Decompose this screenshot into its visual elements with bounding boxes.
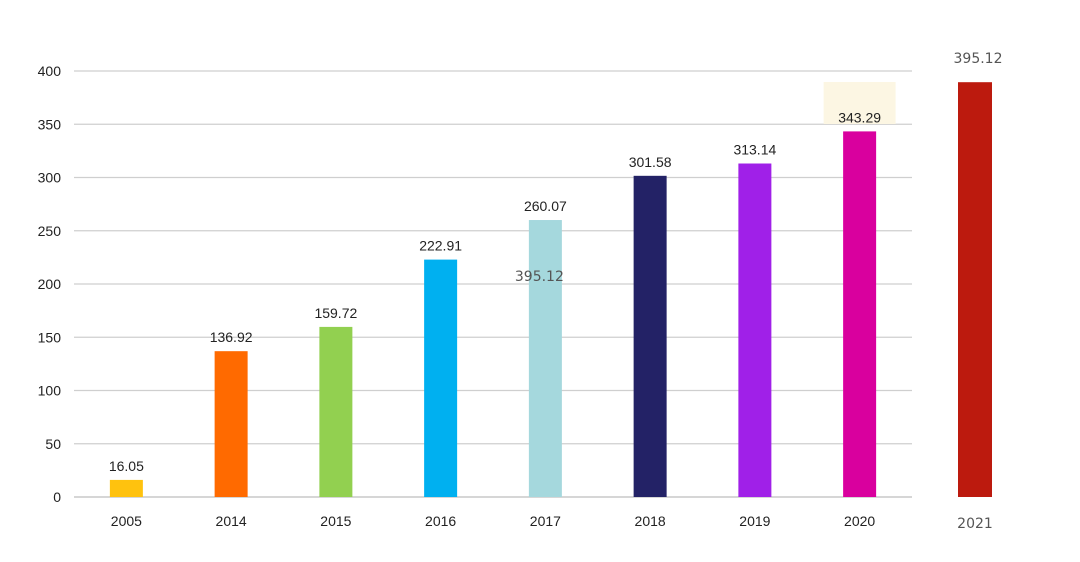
y-axis: 0 50 100 150 200 250 300 350 400 xyxy=(38,63,62,505)
bar-2005 xyxy=(109,479,143,497)
data-label-2017: 260.07 xyxy=(524,198,567,214)
bar-2020 xyxy=(843,131,877,497)
data-label-2005: 16.05 xyxy=(109,458,144,474)
highlight-band xyxy=(823,82,896,124)
y-tick-label: 200 xyxy=(38,276,62,292)
y-tick-label: 0 xyxy=(53,489,61,505)
bar-2018 xyxy=(633,175,667,497)
extra-bar-group: 395.12 2021 xyxy=(954,51,1003,532)
data-label-2016: 222.91 xyxy=(419,238,462,254)
data-label-2015: 159.72 xyxy=(314,305,357,321)
x-tick-label-2016: 2016 xyxy=(425,513,456,529)
y-tick-label: 50 xyxy=(45,436,61,452)
data-label-2020: 343.29 xyxy=(838,109,881,125)
bar-2015 xyxy=(319,326,353,497)
x-tick-label-2005: 2005 xyxy=(111,513,142,529)
highlight-layer xyxy=(823,82,896,124)
overlay-label: 395.12 xyxy=(515,269,564,285)
x-axis: 2005 2014 2015 2016 2017 2018 2019 2020 xyxy=(111,513,876,529)
bars xyxy=(109,131,877,497)
bar-2019 xyxy=(738,163,772,497)
bar-2021 xyxy=(958,82,992,497)
data-label-2019: 313.14 xyxy=(733,142,776,158)
y-tick-label: 400 xyxy=(38,63,62,79)
data-label-2018: 301.58 xyxy=(629,154,672,170)
y-tick-label: 150 xyxy=(38,329,62,345)
x-tick-label-2020: 2020 xyxy=(844,513,875,529)
bar-2016 xyxy=(424,259,458,497)
x-tick-label-2015: 2015 xyxy=(320,513,351,529)
x-tick-label-2014: 2014 xyxy=(216,513,247,529)
x-tick-label-2018: 2018 xyxy=(635,513,666,529)
data-labels: 16.05 136.92 159.72 222.91 260.07 301.58 313.1… xyxy=(109,109,881,474)
overlay-layer: 395.12 xyxy=(515,269,564,285)
x-tick-label-2019: 2019 xyxy=(739,513,770,529)
x-tick-label-2021: 2021 xyxy=(957,516,993,532)
data-label-2014: 136.92 xyxy=(210,329,253,345)
bar-2014 xyxy=(214,351,248,497)
y-tick-label: 100 xyxy=(38,383,62,399)
y-tick-label: 250 xyxy=(38,223,62,239)
y-tick-label: 300 xyxy=(38,170,62,186)
data-label-2021: 395.12 xyxy=(954,51,1003,67)
gridlines xyxy=(74,70,912,498)
y-tick-label: 350 xyxy=(38,116,62,132)
bar-2017 xyxy=(528,220,562,497)
x-tick-label-2017: 2017 xyxy=(530,513,561,529)
